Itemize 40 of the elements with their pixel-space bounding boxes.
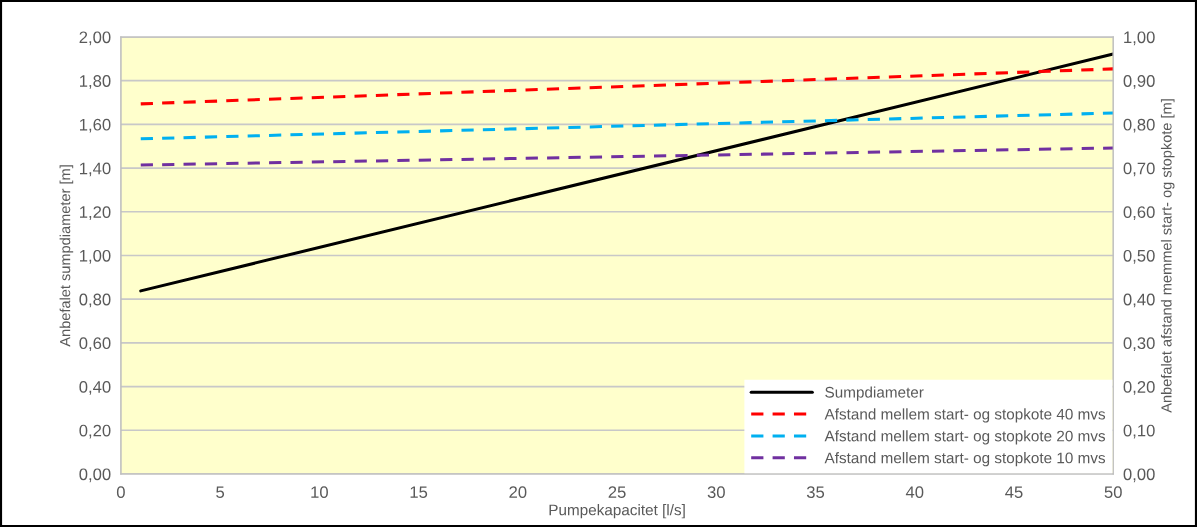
x-tick-label: 0 xyxy=(116,486,125,499)
legend-label: Afstand mellem start- og stopkote 40 mvs xyxy=(824,408,1106,423)
y-tick-label: 1,20 xyxy=(80,206,111,220)
x-tick-label: 25 xyxy=(608,486,626,499)
y-tick-label: 0,80 xyxy=(79,293,111,308)
y-tick-label: 2,00 xyxy=(79,31,111,46)
y-tick-label: 0,60 xyxy=(79,337,111,352)
y2-tick-label: 0,10 xyxy=(1123,424,1155,439)
y-tick-label: 1,60 xyxy=(80,118,111,133)
y2-tick-label: 0,00 xyxy=(1123,468,1155,483)
y2-tick-label: 0,80 xyxy=(1123,118,1155,133)
y-tick-label: 1,80 xyxy=(80,75,111,89)
x-tick-label: 35 xyxy=(806,486,825,499)
x-tick-label: 10 xyxy=(311,486,328,499)
legend-label: Sumpdiameter xyxy=(825,386,924,401)
x-tick-label: 45 xyxy=(1005,486,1023,499)
x-axis-title: Pumpekapacitet [l/s] xyxy=(549,504,685,519)
x-tick-label: 5 xyxy=(216,486,225,499)
y2-tick-label: 0,90 xyxy=(1123,75,1155,89)
y-tick-label: 1,40 xyxy=(80,162,111,177)
x-tick-label: 40 xyxy=(905,486,924,499)
y-axis-title: Anbefalet sumpdiameter [m] xyxy=(59,165,74,347)
y2-tick-label: 0,50 xyxy=(1123,249,1155,264)
x-tick-label: 15 xyxy=(410,486,428,499)
y-tick-label: 0,40 xyxy=(79,380,111,395)
y2-tick-label: 0,60 xyxy=(1123,206,1155,220)
y2-tick-label: 0,40 xyxy=(1123,293,1155,308)
x-tick-label: 30 xyxy=(707,486,725,499)
y2-tick-label: 0,20 xyxy=(1123,380,1155,395)
y2-tick-label: 1,00 xyxy=(1124,31,1155,46)
y-tick-label: 0,00 xyxy=(79,468,111,483)
legend-label: Afstand mellem start- og stopkote 20 mvs xyxy=(824,430,1106,445)
x-tick-label: 50 xyxy=(1104,486,1122,499)
y-tick-label: 0,20 xyxy=(79,424,111,439)
legend-label: Afstand mellem start- og stopkote 10 mvs xyxy=(824,452,1106,467)
y2-tick-label: 0,30 xyxy=(1123,337,1155,352)
y2-tick-label: 0,70 xyxy=(1123,162,1155,177)
x-tick-label: 20 xyxy=(509,486,527,499)
y-tick-label: 1,00 xyxy=(80,249,111,264)
y2-axis-title: Anbefalet afstand memmel start- og stopkote [m] xyxy=(1160,99,1175,413)
